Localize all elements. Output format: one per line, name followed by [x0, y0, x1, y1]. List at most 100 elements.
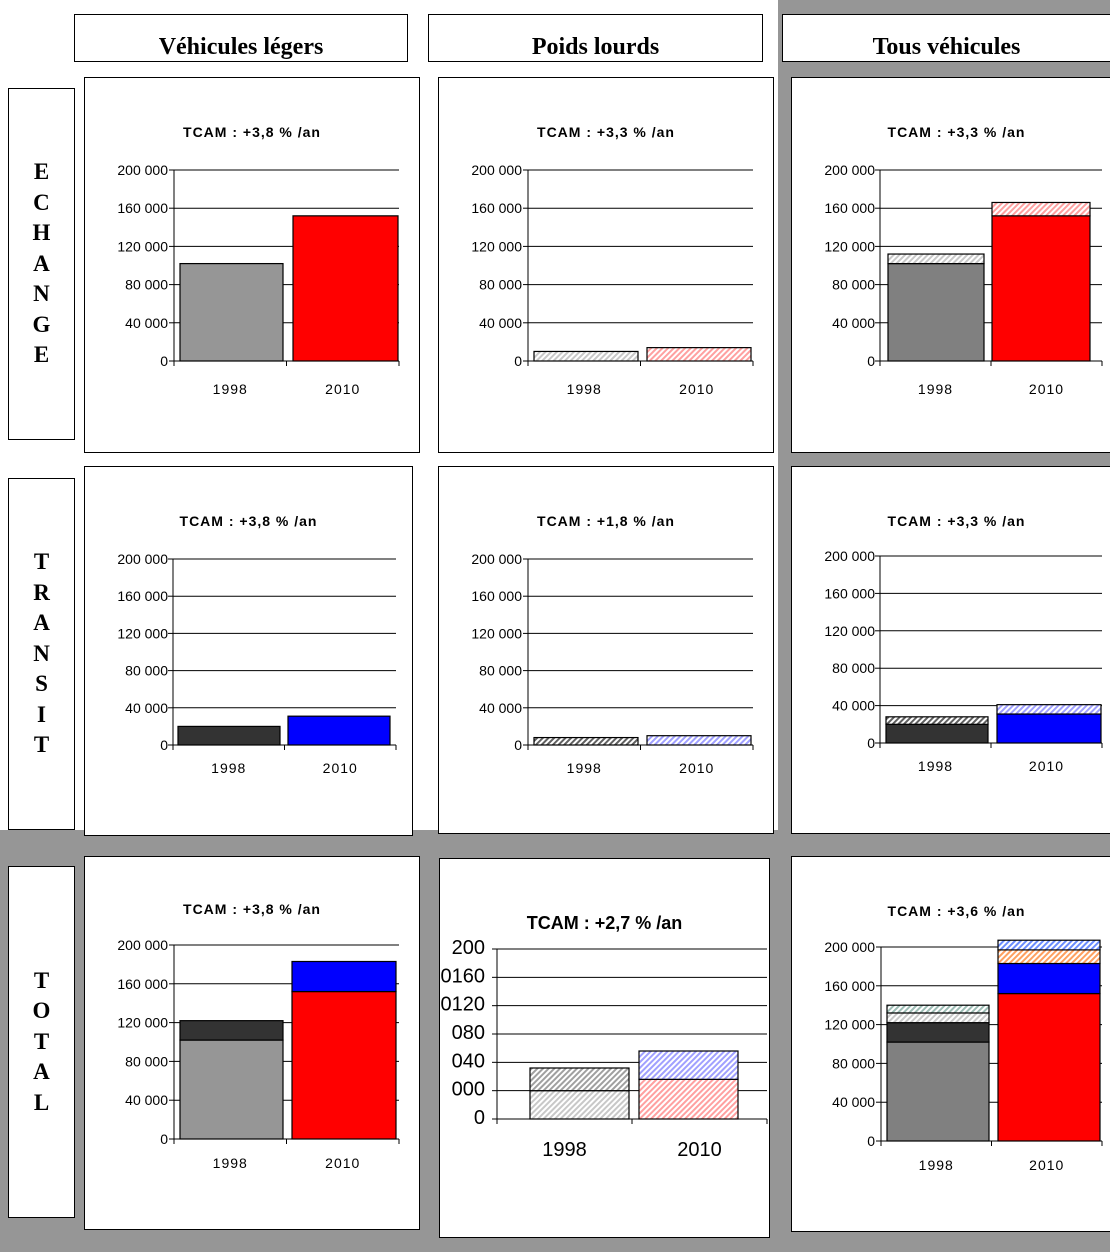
row-header-letter: E [33, 159, 50, 185]
y-tick-label: 80 000 [832, 1055, 875, 1071]
chart-panel-total-vehicules-legers: 0 40 000 80 000 120 000 160 000 200 000 1998 20… [84, 856, 420, 1230]
y-tick-label: 40 000 [125, 700, 168, 716]
y-tick-label: 200 000 [471, 162, 522, 178]
x-category-label: 2010 [679, 760, 714, 776]
y-tick-label: 120 000 [471, 238, 522, 254]
y-tick-label: 40 000 [479, 700, 522, 716]
chart-svg: 0 40 000 80 000 120 000 160 000 200 000 1998 20… [824, 124, 1103, 397]
x-category-label: 2010 [325, 381, 360, 397]
y-tick-label: 160 000 [117, 976, 168, 992]
bar-segment [179, 262, 284, 362]
chart-title: TCAM : +3,3 % /an [888, 513, 1026, 529]
y-tick-label: 200 [452, 937, 485, 959]
chart-svg: 0 40 000 80 000 120 000 160 000 200 000 1998 20… [117, 901, 400, 1171]
row-header-letter: I [37, 701, 46, 727]
y-tick-label: 120 000 [117, 238, 168, 254]
chart-title: TCAM : +3,8 % /an [180, 513, 318, 529]
y-tick-label: 160 000 [471, 200, 522, 216]
chart-svg: 0 40 000 80 000 120 000 160 000 200 000 1998 20… [471, 124, 754, 397]
y-tick-label: 0 [867, 353, 875, 369]
bar-segment [292, 215, 399, 362]
chart-svg: 0 40 000 80 000 120 000 160 000 200 000 1998 20… [117, 124, 400, 397]
y-tick-label: 200 000 [824, 939, 875, 955]
x-category-label: 1998 [918, 381, 953, 397]
row-header-letter: S [35, 671, 48, 697]
bar-segment [529, 1090, 630, 1120]
y-tick-label: 80 000 [479, 277, 522, 293]
row-header-letter: O [32, 998, 51, 1024]
y-tick-label: 80 000 [832, 277, 875, 293]
x-category-label: 1998 [567, 381, 602, 397]
y-tick-label: 200 000 [471, 551, 522, 567]
chart-title: TCAM : +2,7 % /an [527, 913, 683, 933]
y-tick-label: 0 [160, 1131, 168, 1147]
x-category-label: 1998 [542, 1139, 587, 1161]
chart-panel-echange-poids-lourds: 0 40 000 80 000 120 000 160 000 200 000 1998 20… [438, 77, 774, 453]
y-tick-label: 200 000 [117, 937, 168, 953]
column-header-label: Véhicules légers [158, 34, 324, 60]
chart-title: TCAM : +3,8 % /an [183, 124, 321, 140]
chart-panel-total-poids-lourds: 0 000 040 080 0120 0160 200 1998 2010 TCAM : +2,7… [439, 858, 770, 1238]
bar-segment [287, 715, 391, 746]
row-header-letter: E [33, 342, 50, 368]
y-tick-label: 160 000 [824, 585, 875, 601]
bar-segment [997, 992, 1101, 1142]
y-tick-label: 0 [514, 353, 522, 369]
row-header-letter: T [33, 549, 50, 575]
chart-title: TCAM : +1,8 % /an [537, 513, 675, 529]
row-header-letter: A [33, 250, 50, 276]
y-tick-label: 160 000 [824, 200, 875, 216]
chart-title: TCAM : +3,3 % /an [537, 124, 675, 140]
y-tick-label: 200 000 [824, 548, 875, 564]
chart-svg: 0 40 000 80 000 120 000 160 000 200 000 1998 20… [117, 513, 397, 776]
chart-panel-transit-poids-lourds: 0 40 000 80 000 120 000 160 000 200 000 1998 20… [438, 466, 774, 834]
y-tick-label: 80 000 [832, 660, 875, 676]
bar-segment [529, 1067, 630, 1092]
chart-title: TCAM : +3,8 % /an [183, 901, 321, 917]
x-category-label: 1998 [919, 1157, 954, 1173]
bar-segment [533, 736, 639, 746]
row-header-letter: G [32, 311, 51, 337]
y-tick-label: 40 000 [832, 315, 875, 331]
bar-segment [179, 1039, 284, 1140]
y-tick-label: 40 000 [832, 698, 875, 714]
y-tick-label: 40 000 [479, 315, 522, 331]
y-tick-label: 40 000 [125, 315, 168, 331]
chart-svg: 0 40 000 80 000 120 000 160 000 200 000 1998 20… [824, 513, 1103, 774]
chart-panel-total-tous-vehicules: 0 40 000 80 000 120 000 160 000 200 000 1998 20… [791, 856, 1110, 1232]
y-tick-label: 80 000 [125, 1053, 168, 1069]
y-tick-label: 80 000 [125, 663, 168, 679]
y-tick-label: 0 [514, 737, 522, 753]
row-header-letter: T [33, 1028, 50, 1054]
bar-segment [291, 960, 397, 993]
x-category-label: 1998 [211, 760, 246, 776]
y-tick-label: 160 000 [471, 588, 522, 604]
column-header-label: Poids lourds [531, 34, 660, 60]
bar-segment [997, 962, 1101, 995]
bar-segment [887, 262, 985, 362]
x-category-label: 2010 [1029, 1157, 1064, 1173]
bar-segment [996, 704, 1102, 715]
y-tick-label: 80 000 [125, 277, 168, 293]
y-tick-label: 0 [160, 737, 168, 753]
y-tick-label: 0 [160, 353, 168, 369]
y-tick-label: 120 000 [471, 625, 522, 641]
y-tick-label: 0120 [441, 994, 486, 1016]
row-header-letter: N [33, 640, 50, 666]
y-tick-label: 200 000 [117, 551, 168, 567]
x-category-label: 2010 [1029, 381, 1064, 397]
y-tick-label: 160 000 [117, 200, 168, 216]
y-tick-label: 40 000 [832, 1094, 875, 1110]
x-category-label: 1998 [213, 381, 248, 397]
x-category-label: 2010 [325, 1155, 360, 1171]
chart-panel-echange-tous-vehicules: 0 40 000 80 000 120 000 160 000 200 000 1998 20… [791, 77, 1110, 453]
row-header-letter: T [33, 967, 50, 993]
bar-segment [638, 1078, 739, 1120]
bar-segment [885, 716, 989, 725]
y-tick-label: 160 000 [824, 978, 875, 994]
